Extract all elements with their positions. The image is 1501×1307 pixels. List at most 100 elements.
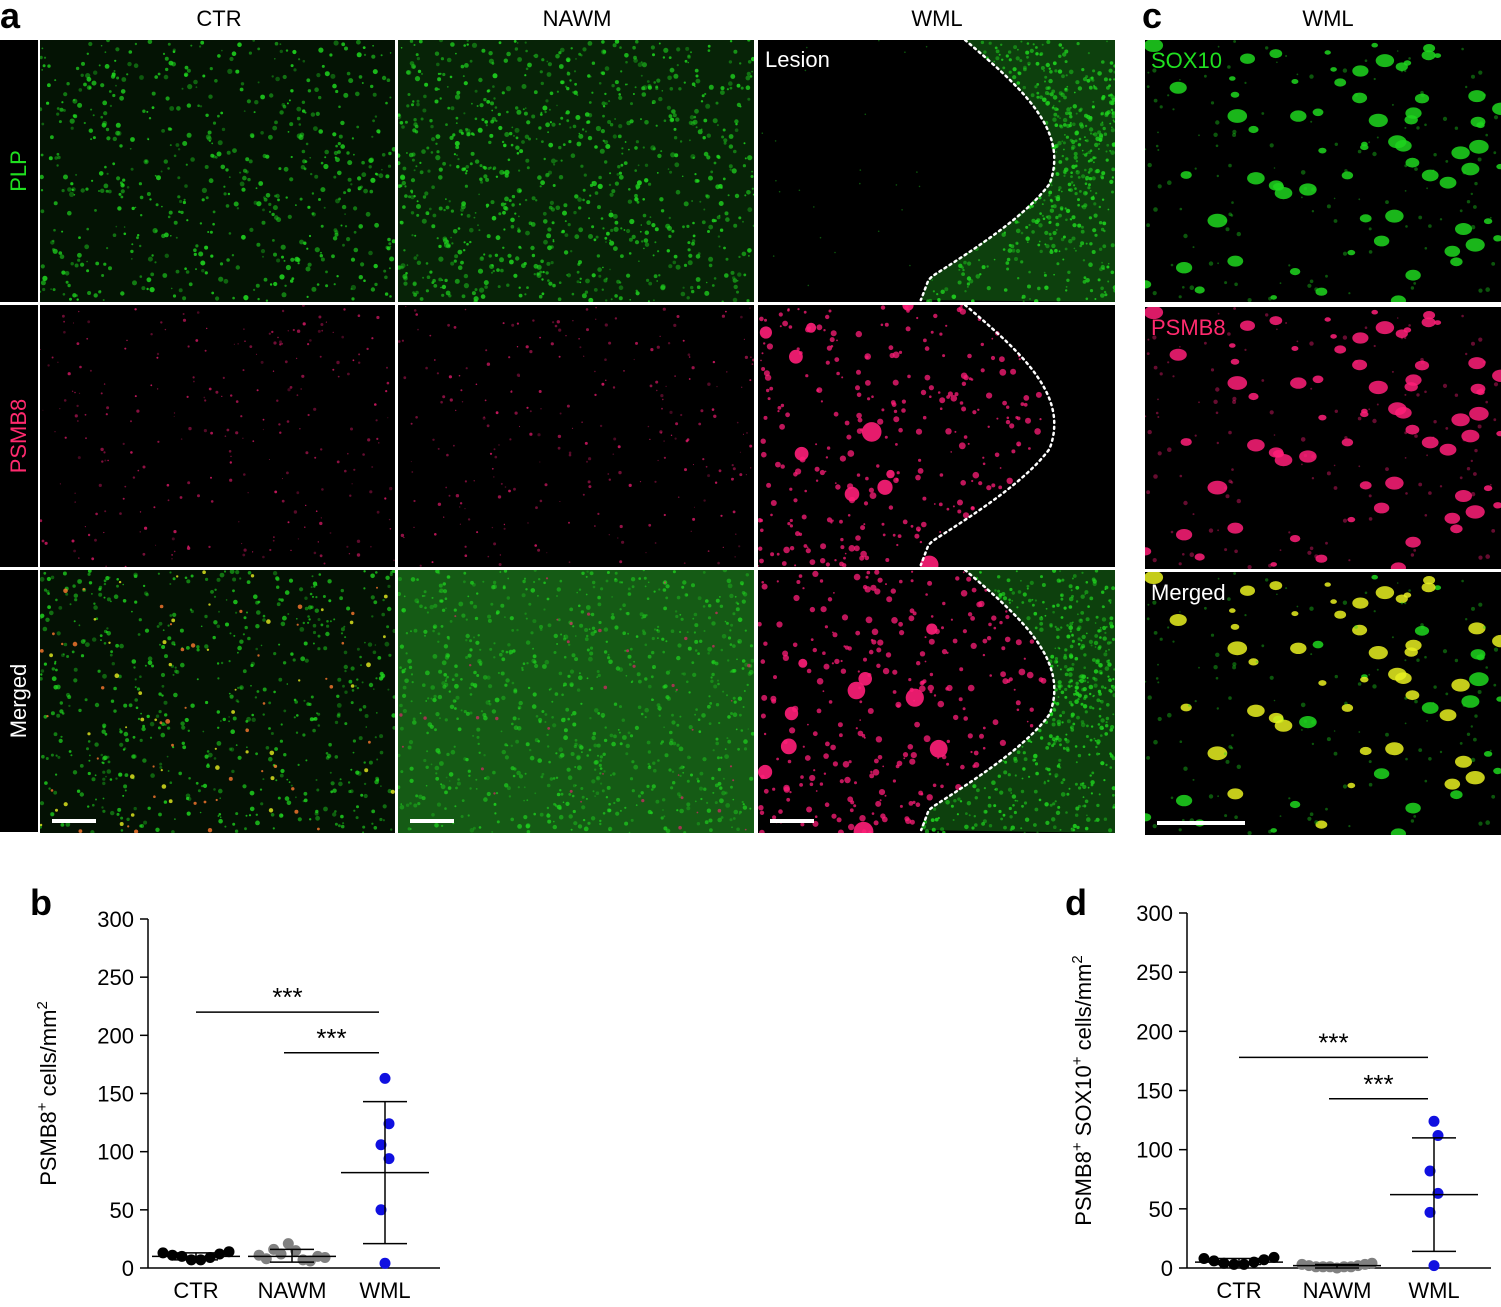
significance-label: *** [272,982,302,1012]
x-tick-label: WML [1408,1278,1459,1303]
data-point [1198,1253,1210,1264]
data-point [1432,1187,1444,1199]
image-wml-merged-c: Merged [1145,572,1501,835]
micrograph-texture [398,570,754,833]
image-wml-psmb8-c: PSMB8 [1145,307,1501,569]
micrograph-texture [758,570,1115,833]
x-tick-label: NAWM [1303,1278,1372,1303]
data-point [1428,1260,1440,1272]
image-wml-plp: Lesion [758,40,1115,302]
data-point [383,1153,395,1165]
data-point [1424,1165,1436,1177]
scale-bar [410,819,454,823]
lesion-border [919,570,1056,832]
y-tick-label: 200 [1136,1019,1173,1044]
y-axis-label: PSMB8+ cells/mm2 [34,1001,61,1186]
micrograph-texture [40,40,395,302]
data-point [1366,1257,1378,1269]
speckle-layer [761,40,1115,302]
speckle-layer [40,570,395,833]
row-label-psmb8: PSMB8 [0,305,38,567]
speckle-layer [758,570,1115,833]
y-tick-label: 150 [1136,1079,1173,1104]
image-wml-sox10: SOX10 [1145,40,1501,302]
column-header-wml: WML [911,6,963,31]
speckle-layer [1145,40,1501,302]
y-tick-label: 0 [122,1256,134,1281]
image-ctr-merged [40,570,395,833]
column-header-ctr: CTR [196,6,242,31]
significance-label: *** [316,1023,346,1053]
speckle-layer [40,305,395,567]
y-tick-label: 50 [110,1198,134,1223]
y-tick-label: 150 [97,1082,134,1107]
micrograph-texture [1145,307,1501,569]
micrograph-texture [398,305,754,567]
data-point [204,1252,216,1263]
data-point [166,1249,178,1261]
speckle-layer [758,305,1042,567]
column-header-nawm: NAWM [542,6,612,31]
scale-bar [770,819,814,823]
significance-label: *** [1318,1027,1348,1057]
micrograph-texture [40,570,395,833]
data-point [383,1118,395,1130]
significance-label: *** [1363,1069,1393,1099]
lesion-label: Lesion [765,47,830,72]
row-label-merged-text: Merged [6,663,31,739]
x-tick-label: CTR [173,1278,218,1303]
psmb8-label: PSMB8 [1151,315,1226,340]
x-tick-label: WML [359,1278,410,1303]
data-point [290,1245,302,1257]
micrograph-texture [398,40,754,302]
panel-a-letter: a [0,0,21,36]
panel-c-letter: c [1142,0,1163,36]
lesion-border [919,305,1056,567]
data-point [379,1257,391,1269]
data-point [375,1204,387,1216]
y-tick-label: 0 [1161,1256,1173,1281]
panel-letter: b [30,882,52,923]
row-label-plp-text: PLP [6,150,31,192]
chart-b: b 0 50 100 150 200 250 300 CTR NAWM WML PSMB8+ cell… [30,882,440,1303]
image-nawm-psmb8 [398,305,754,567]
image-nawm-merged [398,570,754,833]
data-point [1268,1251,1280,1263]
merged-label: Merged [1151,580,1226,605]
lesion-border [919,40,1056,302]
y-tick-label: 50 [1149,1197,1173,1222]
image-nawm-plp [398,40,754,302]
y-tick-label: 200 [97,1023,134,1048]
row-label-merged: Merged [0,570,38,832]
y-tick-label: 250 [97,965,134,990]
panel-letter: d [1065,882,1087,923]
x-tick-label: CTR [1216,1278,1261,1303]
data-point [275,1248,287,1260]
data-point [1258,1254,1270,1266]
image-wml-psmb8 [758,305,1115,567]
speckle-layer [398,40,754,302]
data-point [1424,1206,1436,1218]
data-point [282,1238,294,1250]
scale-bar [1157,821,1245,825]
micrograph-texture [758,305,1056,567]
data-point [223,1246,235,1258]
speckle-layer [40,40,395,302]
chart-d: d 0 50 100 150 200 250 300 CTR NAWM WML PSMB8+ SOX1… [1065,882,1491,1303]
image-wml-merged [758,570,1115,833]
micrograph-texture [761,40,1115,302]
data-point [1428,1115,1440,1127]
micrograph-texture [1145,40,1501,302]
data-point [379,1072,391,1084]
speckle-layer [398,305,754,567]
data-point [1208,1255,1220,1267]
y-tick-label: 250 [1136,960,1173,985]
y-tick-label: 100 [1136,1138,1173,1163]
x-tick-label: NAWM [258,1278,327,1303]
image-ctr-plp [40,40,395,302]
row-label-psmb8-text: PSMB8 [6,398,31,474]
scale-bar [52,819,96,823]
data-point [1218,1257,1230,1269]
row-label-plp: PLP [0,40,38,302]
data-point [375,1139,387,1151]
